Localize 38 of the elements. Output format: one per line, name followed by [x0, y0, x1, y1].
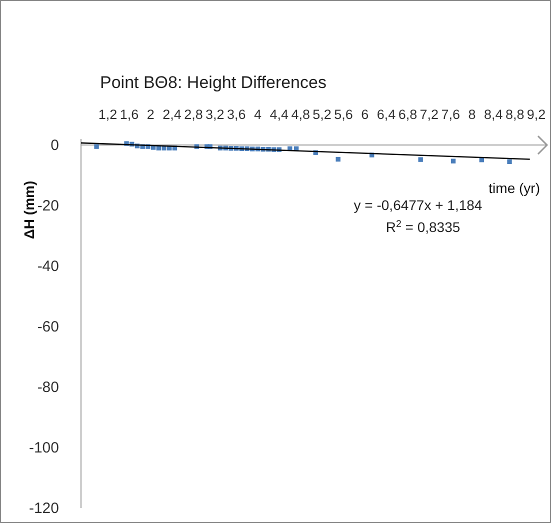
x-tick-label: 4,8	[291, 107, 310, 122]
x-tick-label: 8,8	[505, 107, 524, 122]
x-tick-label: 4,4	[270, 107, 290, 122]
chart-title: Point BΘ8: Height Differences	[100, 73, 326, 92]
y-tick-label: -20	[37, 197, 59, 214]
y-tick-label: -40	[37, 258, 59, 275]
point	[94, 144, 99, 149]
y-tick-label: -60	[37, 318, 59, 336]
annotation: R$^{2}$ = 0,8335	[386, 218, 460, 235]
x-tick-label: 6	[361, 107, 369, 122]
x-axis-title: time (yr)	[488, 180, 540, 196]
y-axis-title: ΔH (mm)	[21, 180, 37, 240]
x-tick-label: 8	[468, 107, 476, 122]
x-tick-label: 4	[254, 107, 262, 122]
x-tick-label: 2,4	[162, 107, 182, 122]
x-tick-label: 7,2	[420, 107, 439, 122]
point	[336, 156, 340, 162]
y-tick-label: -80	[37, 378, 59, 396]
x-tick-label: 1,2	[98, 107, 118, 122]
x-tick-label: 5,6	[334, 107, 353, 122]
x-tick-label: 5,2	[312, 107, 332, 122]
x-tick-label: 3,6	[226, 107, 246, 122]
point	[450, 158, 456, 164]
point	[418, 157, 423, 162]
x-tick-label: 7,6	[441, 107, 460, 122]
x-tick-label: 6,4	[376, 107, 396, 122]
x-tick-label: 2,8	[184, 107, 203, 122]
x-tick-label: 6,8	[398, 107, 418, 122]
x-tick-label: 1,6	[120, 107, 139, 122]
x-tick-label: 2	[146, 107, 154, 122]
x-tick-label: 9,2	[526, 107, 546, 122]
y-tick-label: -100	[28, 439, 59, 456]
point	[507, 159, 512, 164]
annotation: y = -0,6477x + 1,184	[354, 197, 482, 213]
y-tick-label: -120	[28, 500, 59, 517]
x-tick-label: 8,4	[484, 107, 504, 122]
y-tick-label: 0	[50, 136, 59, 154]
x-tick-label: 3,2	[206, 107, 224, 122]
